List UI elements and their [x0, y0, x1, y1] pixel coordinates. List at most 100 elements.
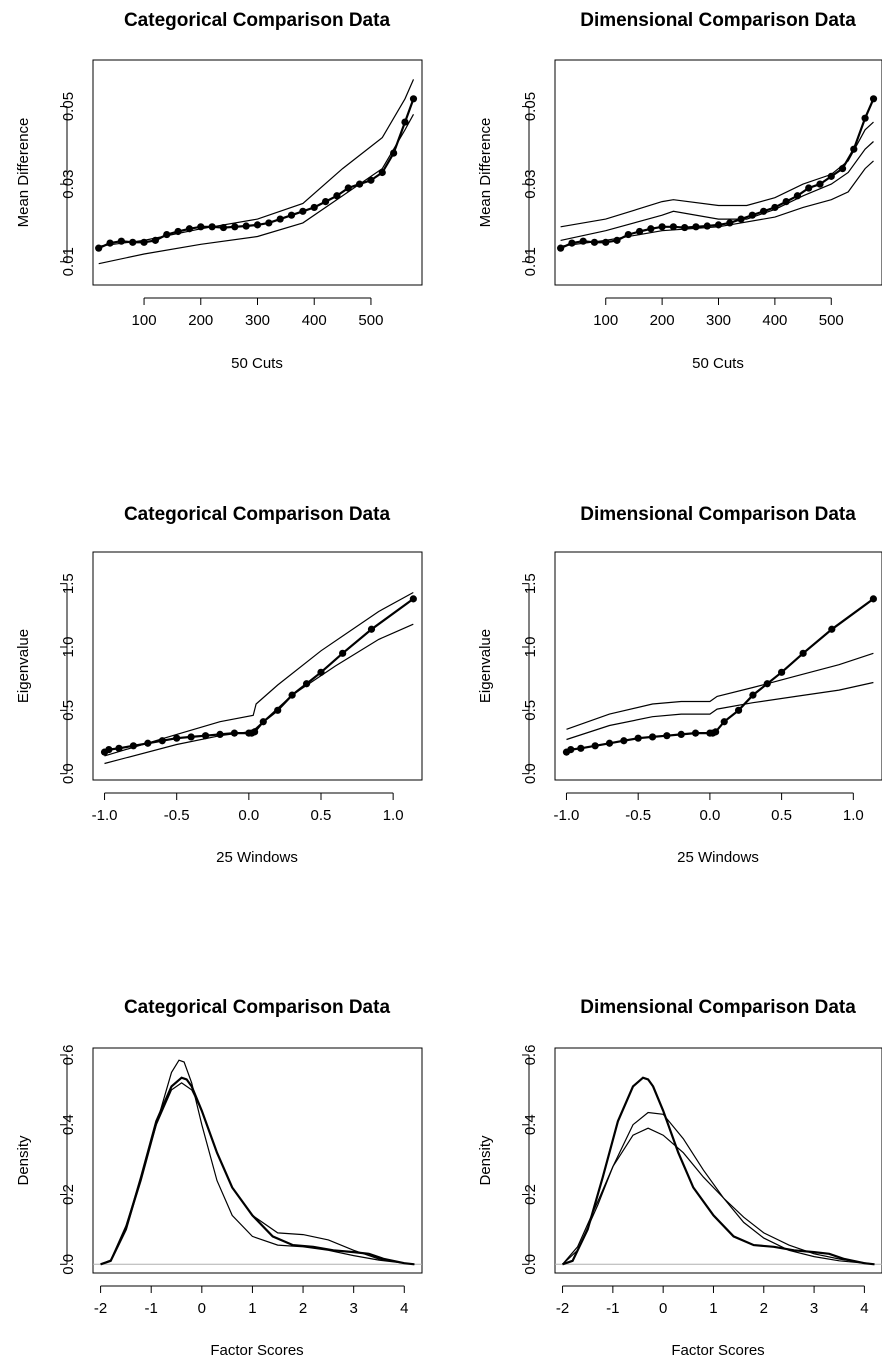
x-tick-label: 1.0	[843, 807, 864, 824]
observed-data-point	[140, 238, 148, 246]
y-tick-label: 0.6	[522, 1045, 539, 1066]
observed-data-point	[409, 595, 417, 603]
observed-data-point	[703, 222, 711, 230]
chart-panel: Categorical Comparison Data 0.0 0.2 0.4 0.6 -…	[15, 997, 423, 1359]
observed-data-point	[635, 227, 644, 236]
y-axis-label: Mean Difference	[477, 118, 494, 228]
plot-area	[562, 595, 877, 756]
x-axis-label: Factor Scores	[210, 1342, 303, 1359]
observed-data-point	[577, 744, 585, 752]
y-tick-label: 0.4	[522, 1114, 539, 1135]
comparison-comparison-line	[562, 1111, 875, 1265]
observed-data-point	[658, 223, 666, 231]
upper-comparison-line	[98, 79, 415, 247]
plot-frame	[92, 59, 423, 286]
x-tick-label: -2	[556, 1300, 569, 1317]
observed-data-point	[276, 215, 284, 223]
x-tick-label: -1.0	[92, 807, 118, 824]
y-tick-label: 0.0	[522, 763, 539, 784]
chart-title: Dimensional Comparison Data	[580, 997, 856, 1018]
chart-title: Categorical Comparison Data	[124, 997, 390, 1018]
x-tick-label: 0.5	[771, 807, 792, 824]
observed-data-point	[201, 732, 210, 740]
observed-data-point	[288, 691, 296, 699]
y-tick-label: 1.0	[522, 637, 539, 658]
observed-data-point	[816, 180, 824, 188]
x-tick-label: 200	[650, 312, 675, 329]
observed-data-point	[339, 649, 347, 657]
x-tick-label: 300	[706, 312, 731, 329]
observed-data-point	[869, 595, 877, 603]
observed-data-point	[106, 239, 114, 247]
observed-data-point	[663, 732, 671, 740]
observed-data-point	[144, 739, 152, 747]
observed-data-point	[197, 223, 205, 231]
plot-area	[557, 95, 878, 252]
observed-data-point	[230, 729, 239, 737]
observed-data-line	[565, 598, 875, 754]
upper-comparison-line	[104, 591, 414, 757]
observed-data-point	[231, 223, 239, 231]
observed-data-point	[692, 223, 700, 231]
plot-area	[95, 79, 418, 265]
y-tick-label: 0.4	[60, 1114, 77, 1135]
x-tick-label: -1	[606, 1300, 619, 1317]
x-tick-label: -0.5	[164, 807, 190, 824]
observed-data-point	[720, 718, 728, 726]
lower-comparison-line	[566, 681, 874, 741]
observed-data-point	[187, 733, 195, 741]
observed-data-point	[748, 211, 756, 219]
y-tick-label: 0.2	[60, 1184, 77, 1205]
upper-comparison-line	[560, 121, 874, 228]
observed-data-point	[251, 728, 259, 736]
x-axis-label: 50 Cuts	[692, 355, 744, 372]
chart-panel: Dimensional Comparison Data 0.0 0.2 0.4 0.6 -…	[477, 997, 882, 1359]
observed-data-point	[669, 223, 677, 231]
observed-data-point	[390, 149, 398, 157]
observed-data-point	[219, 223, 228, 232]
y-tick-label: 0.5	[522, 700, 539, 721]
observed-data-point	[378, 168, 386, 177]
observed-data-point	[677, 730, 685, 739]
y-tick-label: 0.05	[60, 92, 77, 121]
plot-area	[100, 591, 417, 765]
observed-data-point	[861, 114, 869, 122]
observed-data-point	[287, 211, 296, 219]
x-tick-label: 1.0	[383, 807, 404, 824]
observed-data-point	[782, 197, 790, 206]
observed-data-point	[259, 718, 267, 726]
upper-comparison-line	[566, 652, 874, 730]
y-tick-label: 0.5	[60, 700, 77, 721]
y-tick-label: 0.0	[60, 763, 77, 784]
observed-data-point	[778, 668, 786, 676]
observed-data-point	[605, 739, 614, 747]
observed-data-point	[557, 244, 565, 252]
observed-data-point	[760, 207, 768, 215]
observed-data-point	[409, 95, 418, 103]
y-tick-label: 0.05	[522, 92, 539, 121]
x-axis-label: Factor Scores	[671, 1342, 764, 1359]
plot-frame	[92, 1047, 423, 1274]
y-tick-label: 0.2	[522, 1184, 539, 1205]
x-tick-label: 1	[709, 1300, 717, 1317]
observed-data-point	[714, 221, 723, 229]
observed-data-point	[173, 734, 181, 742]
observed-data-point	[567, 746, 575, 754]
observed-data-point	[208, 223, 216, 231]
observed-data-point	[763, 680, 771, 688]
observed-data-point	[613, 236, 621, 244]
observed-data-point	[253, 221, 262, 229]
y-tick-label: 0.0	[60, 1254, 77, 1275]
y-tick-label: 0.01	[60, 247, 77, 276]
observed-data-point	[648, 733, 657, 741]
x-tick-label: 0.0	[699, 807, 720, 824]
x-axis-label: 25 Windows	[677, 849, 759, 866]
x-axis-label: 50 Cuts	[231, 355, 283, 372]
x-tick-label: -1	[145, 1300, 158, 1317]
y-tick-label: 0.01	[522, 247, 539, 276]
observed-data-point	[681, 223, 689, 232]
observed-data-point	[216, 730, 224, 739]
observed-data-point	[771, 203, 779, 212]
chart-panel: Categorical Comparison Data 0.0 0.5 1.0 1.5 -…	[15, 504, 423, 866]
